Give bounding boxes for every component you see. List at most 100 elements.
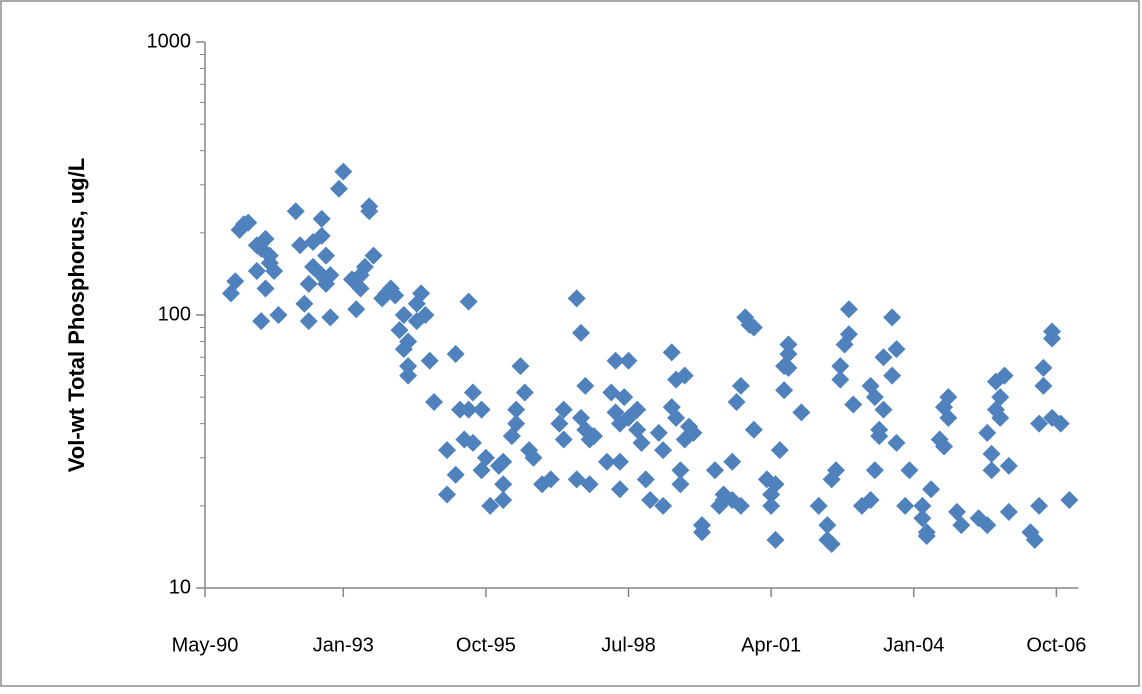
data-point (662, 343, 681, 362)
data-point (1025, 530, 1044, 549)
data-point (727, 393, 746, 412)
data-point (922, 480, 941, 499)
data-point (459, 292, 478, 311)
data-point (822, 534, 841, 553)
data-point (831, 357, 850, 376)
data-point (896, 496, 915, 515)
data-point (731, 496, 750, 515)
data-point (321, 308, 340, 327)
x-tick-label: Apr-01 (741, 634, 801, 656)
data-point (239, 213, 258, 232)
data-point (554, 430, 573, 449)
data-point (1034, 376, 1053, 395)
data-point (883, 366, 902, 385)
data-point (731, 376, 750, 395)
data-point (347, 300, 366, 319)
data-point (649, 423, 668, 442)
data-point (256, 229, 275, 248)
data-point (792, 403, 811, 422)
data-point (913, 496, 932, 515)
data-point (550, 414, 569, 433)
data-point (939, 388, 958, 407)
data-point (654, 441, 673, 460)
data-point (355, 257, 374, 276)
data-point (831, 370, 850, 389)
data-point (826, 461, 845, 480)
data-point (399, 357, 418, 376)
data-point (995, 366, 1014, 385)
data-point (226, 272, 245, 291)
data-point (952, 516, 971, 535)
x-tick-label: Oct-06 (1026, 634, 1086, 656)
data-point (494, 475, 513, 494)
data-point (844, 395, 863, 414)
data-point (567, 289, 586, 308)
data-point (463, 433, 482, 452)
data-point (1051, 414, 1070, 433)
data-point (256, 279, 275, 298)
data-point (494, 452, 513, 471)
data-point (887, 433, 906, 452)
data-point (476, 448, 495, 467)
data-point (671, 475, 690, 494)
data-point (438, 441, 457, 460)
data-point (425, 393, 444, 412)
data-point (818, 516, 837, 535)
data-point (839, 300, 858, 319)
data-point (541, 470, 560, 489)
data-point (364, 246, 383, 265)
data-point (571, 323, 590, 342)
data-point (1060, 491, 1079, 510)
data-point (865, 388, 884, 407)
data-point (1030, 496, 1049, 515)
data-point (667, 408, 686, 427)
data-point (684, 423, 703, 442)
data-point (775, 381, 794, 400)
data-point (554, 400, 573, 419)
data-point (874, 400, 893, 419)
data-point (1034, 358, 1053, 377)
data-point (865, 461, 884, 480)
data-point (459, 400, 478, 419)
data-point (295, 294, 314, 313)
data-point (935, 437, 954, 456)
y-tick-label: 1000 (147, 30, 192, 52)
data-point (584, 427, 603, 446)
data-point (693, 523, 712, 542)
data-point (511, 357, 530, 376)
data-point (265, 261, 284, 280)
data-point (416, 306, 435, 324)
data-point (744, 318, 763, 337)
data-point (874, 348, 893, 367)
data-point (779, 358, 798, 377)
data-point (399, 332, 418, 351)
data-point (861, 491, 880, 510)
data-point (446, 344, 465, 363)
data-point (991, 388, 1010, 407)
data-point (360, 202, 379, 221)
data-point (982, 461, 1001, 480)
data-point (636, 470, 655, 489)
data-point (779, 344, 798, 363)
x-tick-label: Jan-04 (883, 634, 944, 656)
x-tick-label: Jan-93 (313, 634, 374, 656)
data-point (446, 465, 465, 484)
data-point (723, 452, 742, 471)
data-point (269, 306, 288, 324)
data-point (991, 408, 1010, 427)
data-point (399, 366, 418, 385)
data-point (412, 284, 431, 303)
data-point (917, 527, 936, 546)
data-point (286, 202, 305, 221)
data-point (494, 491, 513, 510)
data-point (839, 325, 858, 344)
data-point (675, 366, 694, 385)
data-point (766, 530, 785, 549)
data-point (321, 266, 340, 285)
data-point (887, 340, 906, 359)
data-point (999, 502, 1018, 521)
data-point (299, 274, 318, 293)
data-point (299, 312, 318, 331)
